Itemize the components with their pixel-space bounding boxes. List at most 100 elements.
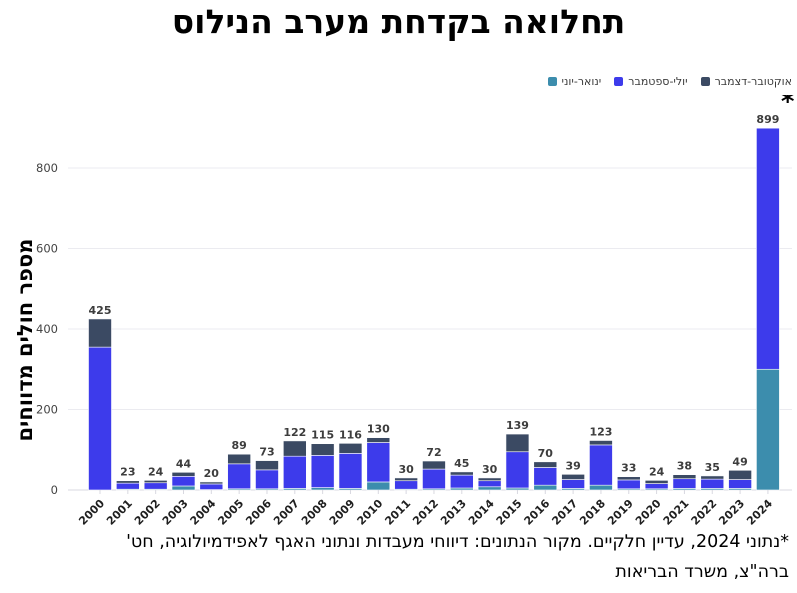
y-tick-label: 400	[36, 322, 58, 336]
bar-total-label: 73	[259, 446, 274, 459]
x-tick-label: 2013	[438, 497, 469, 528]
bar-total-label: 45	[454, 457, 469, 470]
bar-segment	[171, 471, 196, 477]
bar-segment	[505, 487, 530, 491]
legend-swatch-jul-sep-icon	[614, 77, 624, 86]
bar-segment	[756, 368, 780, 491]
x-tick-label: 2023	[716, 497, 747, 528]
bar-segment	[616, 479, 641, 490]
bar-total-label: 30	[482, 463, 498, 476]
x-tick-label: 2002	[132, 497, 163, 528]
bar-total-label: 89	[231, 439, 246, 452]
bar-segment	[338, 453, 363, 489]
bar-segment	[505, 451, 530, 489]
bar-segment	[422, 468, 446, 490]
bar-total-label: 70	[538, 447, 554, 460]
bar-segment	[672, 474, 697, 480]
bar-segment	[616, 476, 641, 481]
bar-segment	[449, 471, 474, 476]
x-tick-label: 2017	[549, 497, 580, 528]
bar-segment	[533, 484, 558, 491]
legend-item-oct-dec: אוקטובר-דצמבר	[700, 75, 792, 88]
bar-segment	[533, 467, 558, 486]
legend-item-jul-sep: יולי-ספטמבר	[614, 75, 688, 88]
bar-segment	[589, 440, 613, 446]
x-tick-label: 2009	[327, 497, 358, 528]
bar-segment	[589, 444, 613, 486]
bar-segment	[561, 479, 585, 489]
bar-segment	[171, 485, 196, 491]
y-tick-label: 800	[36, 161, 58, 175]
bar-segment	[477, 480, 502, 488]
bar-segment	[533, 461, 558, 468]
bar-total-label: 425	[89, 304, 112, 317]
legend-item-jan-jun: ינואר-יוני	[547, 75, 601, 88]
bar-segment	[310, 443, 335, 456]
bar-segment	[310, 487, 335, 491]
x-tick-label: 2021	[661, 497, 692, 528]
bar-segment	[116, 482, 140, 490]
bar-segment	[227, 463, 251, 490]
x-tick-label: 2012	[410, 497, 441, 528]
bar-total-label: 122	[283, 426, 306, 439]
bar-segment	[394, 480, 418, 490]
bar-segment	[449, 487, 474, 491]
x-tick-label: 2019	[605, 497, 636, 528]
footnote-line: ברה"צ, משרד הבריאות	[615, 562, 789, 582]
bar-segment	[199, 483, 224, 490]
bar-segment	[255, 469, 279, 490]
bar-segment	[477, 486, 502, 491]
x-tick-label: 2001	[104, 497, 135, 528]
legend-item-label: אוקטובר-דצמבר	[714, 75, 792, 88]
bar-segment	[283, 440, 307, 457]
bar-total-label: 139	[506, 419, 529, 432]
bar-segment	[672, 478, 697, 489]
bar-segment	[700, 478, 725, 489]
bar-segment	[199, 481, 224, 485]
bar-total-label: 24	[649, 465, 665, 478]
x-tick-label: 2008	[299, 497, 330, 528]
bar-segment	[255, 460, 279, 471]
bar-segment	[728, 479, 752, 489]
bar-segment	[366, 442, 391, 483]
bar-total-label: 24	[148, 465, 164, 478]
bar-segment	[227, 453, 251, 465]
bar-segment	[394, 477, 418, 482]
y-tick-label: 200	[36, 403, 58, 417]
bar-total-label: 49	[732, 455, 747, 468]
bar-segment	[143, 482, 168, 490]
bar-total-label: 130	[367, 423, 390, 436]
y-tick-label: 0	[51, 483, 58, 497]
footnote: *נתוני 2024, עדיין חלקיים. מקור הנתונים:…	[10, 527, 789, 587]
bar-segment	[366, 481, 391, 491]
bar-segment	[366, 437, 391, 443]
x-tick-label: 2000	[76, 497, 107, 528]
x-tick-label: 2003	[160, 497, 191, 528]
bar-segment	[728, 469, 752, 480]
x-tick-label: 2004	[188, 497, 219, 528]
bar-total-label: 72	[426, 446, 441, 459]
bar-total-label: 23	[120, 466, 135, 479]
bar-segment	[143, 480, 168, 484]
bar-total-label: 39	[565, 459, 580, 472]
bar-total-label: 35	[705, 461, 720, 474]
bar-segment	[644, 480, 669, 484]
x-tick-label: 2011	[382, 497, 413, 528]
bar-total-label: 38	[677, 460, 692, 473]
chart-legend: ינואר-יוני יולי-ספטמבר אוקטובר-דצמבר	[547, 75, 792, 88]
bar-total-label: 33	[621, 462, 636, 475]
x-tick-label: 2018	[577, 497, 608, 528]
x-tick-label: 2007	[271, 497, 302, 528]
footnote-line: *נתוני 2024, עדיין חלקיים. מקור הנתונים:…	[126, 532, 789, 552]
bar-segment	[338, 443, 363, 454]
bar-total-label: 20	[204, 467, 220, 480]
y-tick-label: 600	[36, 242, 58, 256]
x-tick-label: 2022	[689, 497, 720, 528]
bar-segment	[88, 318, 112, 348]
bar-total-label: 30	[398, 463, 414, 476]
bar-segment	[310, 455, 335, 488]
bar-segment	[116, 480, 140, 484]
bar-total-label: 899	[756, 113, 779, 126]
bar-segment	[505, 433, 530, 453]
